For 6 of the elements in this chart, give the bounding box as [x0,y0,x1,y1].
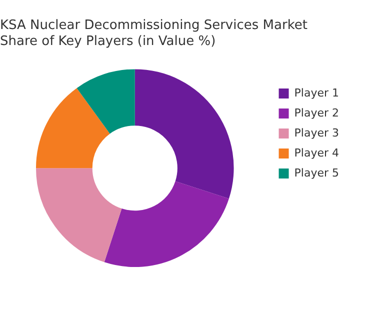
legend-label: Player 2 [294,106,340,120]
legend-label: Player 4 [294,146,340,160]
legend-label: Player 5 [294,166,340,180]
legend-label: Player 3 [294,126,340,140]
chart-title: KSA Nuclear Decommissioning Services Market Share of Key Players (in Value %) [0,18,308,49]
legend-label: Player 1 [294,86,340,100]
